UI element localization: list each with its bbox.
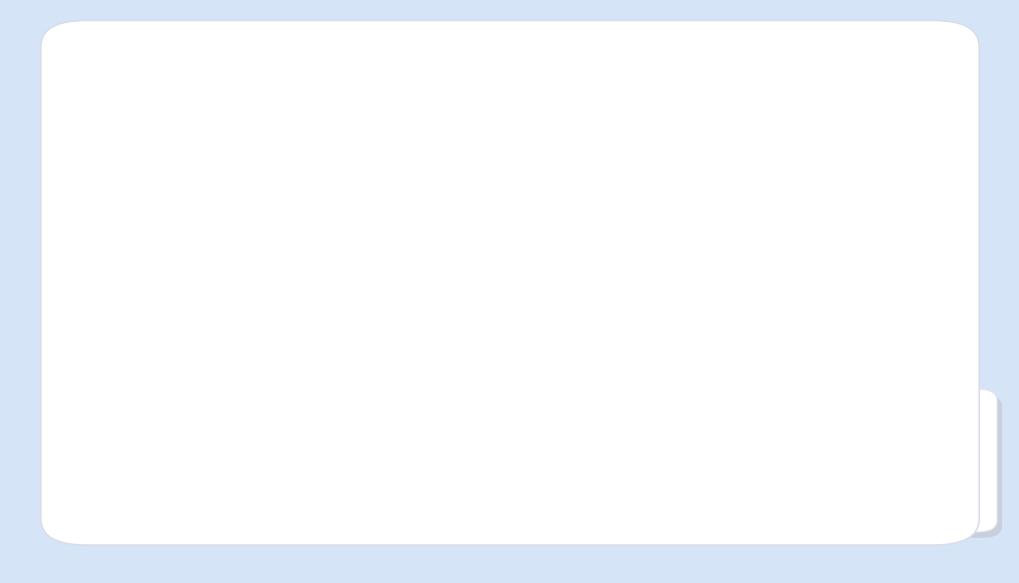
- Text: -14%: -14%: [849, 445, 934, 474]
- Ellipse shape: [882, 282, 901, 301]
- Text: IC-3: IC-3: [92, 282, 132, 301]
- FancyBboxPatch shape: [243, 395, 451, 538]
- FancyBboxPatch shape: [303, 240, 777, 343]
- FancyBboxPatch shape: [788, 389, 997, 532]
- Text: +8%: +8%: [303, 445, 380, 474]
- FancyBboxPatch shape: [236, 389, 446, 532]
- Text: Product Designer: Product Designer: [273, 417, 410, 431]
- FancyBboxPatch shape: [793, 395, 1001, 538]
- Text: Data Scientist: Data Scientist: [536, 417, 646, 431]
- Ellipse shape: [322, 272, 361, 311]
- FancyBboxPatch shape: [491, 395, 701, 538]
- Ellipse shape: [582, 282, 600, 301]
- Text: IC-2: IC-2: [92, 433, 132, 453]
- Ellipse shape: [872, 272, 911, 311]
- Text: Software Engineer: Software Engineer: [819, 417, 964, 431]
- Text: Tech Team: Tech Team: [92, 55, 269, 85]
- FancyBboxPatch shape: [461, 112, 905, 215]
- FancyBboxPatch shape: [486, 389, 695, 532]
- Text: -2%: -2%: [558, 445, 624, 474]
- Text: Above Market: Above Market: [293, 492, 389, 506]
- Ellipse shape: [311, 261, 372, 322]
- Text: On Market: On Market: [555, 492, 627, 506]
- Ellipse shape: [332, 282, 351, 301]
- Text: Behind Market: Behind Market: [842, 492, 942, 506]
- Text: IC-4: IC-4: [92, 153, 132, 173]
- Ellipse shape: [572, 272, 610, 311]
- Ellipse shape: [560, 261, 622, 322]
- Ellipse shape: [861, 261, 922, 322]
